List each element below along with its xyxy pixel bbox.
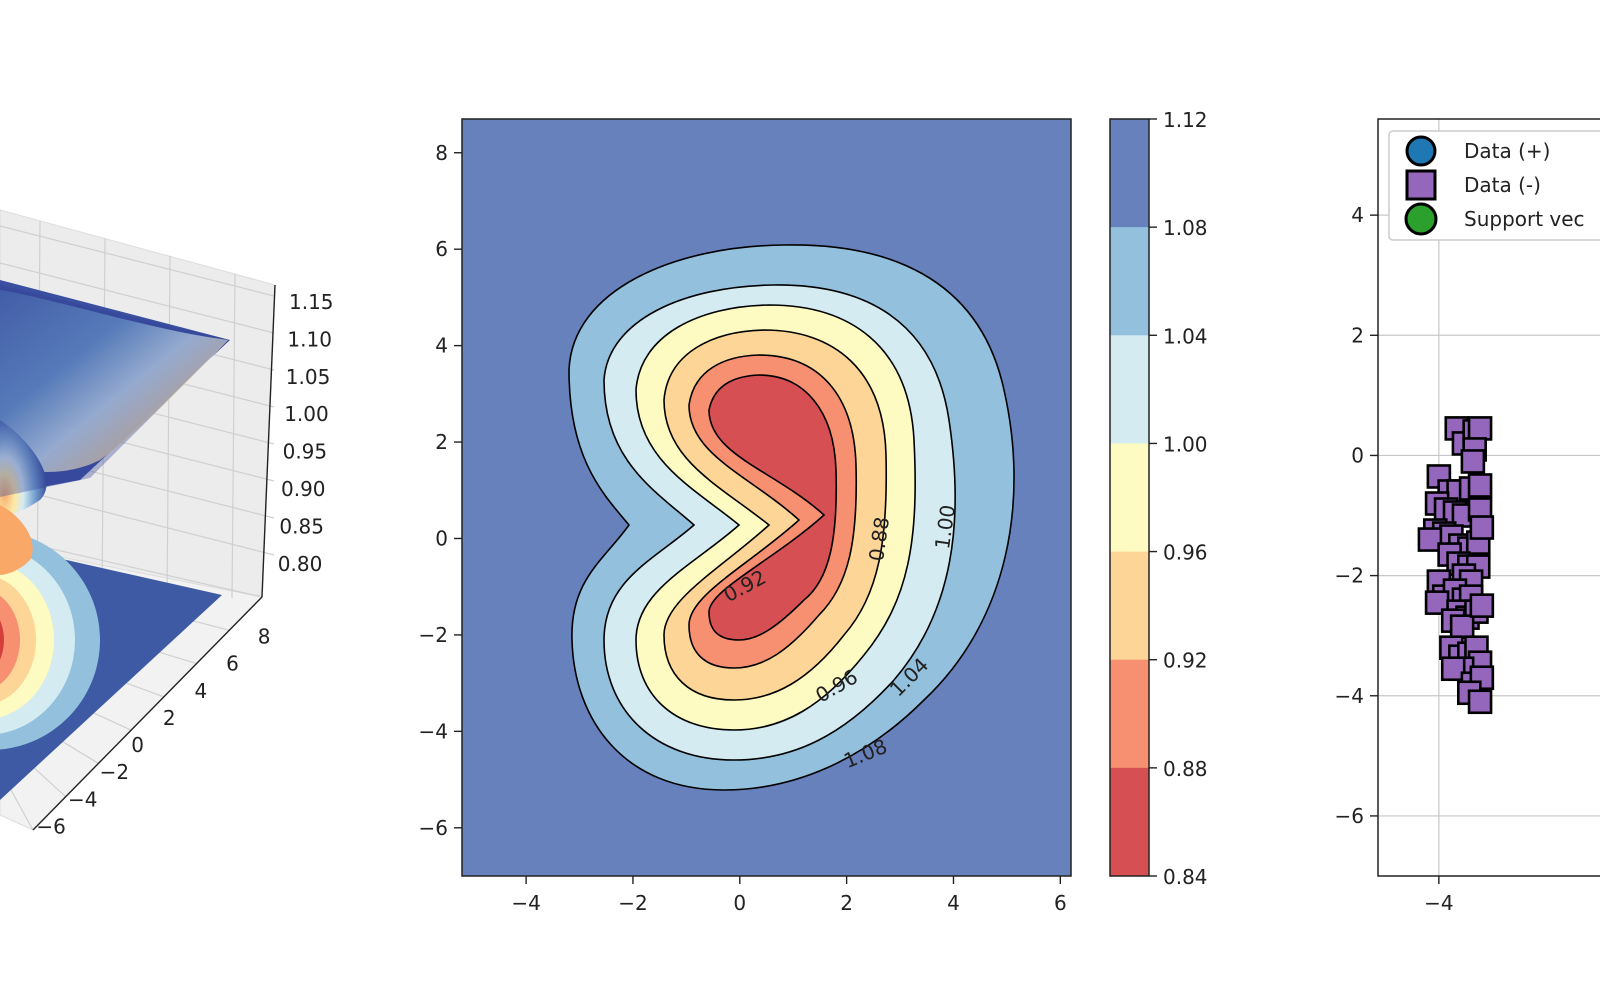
colorbar-tick-label: 1.12 xyxy=(1163,108,1208,132)
x-tick-label: 0 xyxy=(733,891,746,915)
x-tick-label: −4 xyxy=(1424,891,1453,915)
y-tick-label: 2 xyxy=(163,706,176,730)
x-tick-label: 4 xyxy=(947,891,960,915)
y-tick-label: −4 xyxy=(1335,684,1364,708)
z-axis-ticks: 1.15 1.10 1.05 1.00 0.95 0.90 0.85 0.80 xyxy=(278,290,334,576)
z-tick-label: 0.80 xyxy=(278,552,323,576)
colorbar-tick-label: 0.84 xyxy=(1163,865,1208,889)
z-tick-label: 0.85 xyxy=(279,514,324,538)
legend-label-data-negative: Data (-) xyxy=(1464,173,1541,197)
colorbar-band xyxy=(1110,227,1149,336)
colorbar-tick-label: 1.00 xyxy=(1163,432,1208,456)
legend-marker-support-vectors xyxy=(1404,202,1438,236)
colorbar-band xyxy=(1110,119,1149,228)
y-tick-label: 4 xyxy=(1351,203,1364,227)
x-axis-ticks: −4 −2 0 2 4 6 xyxy=(511,876,1067,915)
colorbar-band xyxy=(1110,659,1149,769)
colorbar-band xyxy=(1110,767,1149,877)
contour-fill: 0.88 0.92 0.96 1.00 1.04 1.08 xyxy=(462,119,1071,876)
z-tick-label: 1.15 xyxy=(289,290,334,314)
colorbar-tick-label: 1.08 xyxy=(1163,216,1208,240)
contour-plot: 0.88 0.92 0.96 1.00 1.04 1.08 −4 −2 0 2 4 6 8… xyxy=(419,108,1208,915)
y-tick-label: −4 xyxy=(419,719,448,743)
contour-frame xyxy=(461,118,1072,877)
scatter-frame xyxy=(1377,118,1600,877)
grid-line xyxy=(0,262,275,334)
colorbar-tick-label: 0.92 xyxy=(1163,649,1208,673)
y-tick-label: 6 xyxy=(226,652,239,676)
colorbar-ticks: 1.12 1.08 1.04 1.00 0.96 0.92 0.88 0.84 xyxy=(1149,108,1208,889)
floor-contour xyxy=(0,530,222,800)
data-point xyxy=(1469,593,1495,618)
legend-label-support-vectors: Support vec xyxy=(1464,207,1585,231)
contour-level-0.84-0.88 xyxy=(708,374,838,641)
y-tick-label: −2 xyxy=(1335,564,1364,588)
y-tick-label: −6 xyxy=(1335,804,1364,828)
y-tick-label: −2 xyxy=(419,623,448,647)
z-axis-line xyxy=(261,284,276,598)
colorbar-frame xyxy=(1109,118,1150,877)
x-tick-label: −2 xyxy=(618,891,647,915)
z-tick-label: 0.95 xyxy=(283,440,328,464)
z-tick-label: 0.90 xyxy=(281,477,326,501)
y-tick-label: −2 xyxy=(100,760,129,784)
data-point xyxy=(1467,416,1493,441)
z-tick-label: 1.00 xyxy=(284,402,329,426)
x-tick-label: −4 xyxy=(511,891,540,915)
data-point xyxy=(1449,614,1475,639)
data-point xyxy=(1460,449,1486,474)
grid-line xyxy=(0,225,275,297)
grid-line xyxy=(0,484,275,556)
colorbar-tick-label: 1.04 xyxy=(1163,324,1208,348)
y-axis-ticks: 4 2 0 −2 −4 −6 xyxy=(1335,203,1378,828)
y-tick-label: 0 xyxy=(131,733,144,757)
y-tick-label: 8 xyxy=(258,625,271,649)
y-tick-label: −6 xyxy=(36,814,65,838)
legend-marker-data-negative xyxy=(1405,169,1437,201)
legend-label-data-positive: Data (+) xyxy=(1464,139,1550,163)
data-point xyxy=(1467,473,1493,498)
scatter-plot: −4 4 2 0 −2 −4 −6 Data (+) Data (-) Support v… xyxy=(1335,118,1600,915)
y-tick-label: −4 xyxy=(68,787,97,811)
grid-line xyxy=(166,255,171,599)
surface-mesh xyxy=(0,280,230,575)
colorbar-band xyxy=(1110,443,1149,553)
surface-3d-plot: 1.15 1.10 1.05 1.00 0.95 0.90 0.85 0.80 86420−2… xyxy=(0,209,334,839)
z-tick-label: 1.10 xyxy=(287,327,332,351)
y-tick-label: 0 xyxy=(435,526,448,550)
z-tick-label: 1.05 xyxy=(286,365,331,389)
y-axis-ticks: 8 6 4 2 0 −2 −4 −6 xyxy=(419,141,462,840)
y-tick-label: 4 xyxy=(435,334,448,358)
y-tick-label: −6 xyxy=(419,816,448,840)
colorbar-tick-label: 0.88 xyxy=(1163,757,1208,781)
y-tick-label: 2 xyxy=(1351,323,1364,347)
y-tick-label: 0 xyxy=(1351,443,1364,467)
y-tick-label: 4 xyxy=(194,679,207,703)
legend: Data (+) Data (-) Support vec xyxy=(1388,130,1600,241)
data-point xyxy=(1467,689,1493,715)
colorbar-band xyxy=(1110,551,1149,661)
y-tick-label: 8 xyxy=(435,141,448,165)
x-axis-ticks: −4 xyxy=(1424,876,1454,915)
colorbar xyxy=(1110,119,1149,877)
data-point xyxy=(1417,527,1443,552)
legend-box xyxy=(1388,130,1600,241)
data-point xyxy=(1440,656,1466,682)
x-tick-label: 6 xyxy=(1054,891,1067,915)
y-tick-label: 2 xyxy=(435,430,448,454)
colorbar-band xyxy=(1110,335,1149,444)
y-axis-line xyxy=(32,596,263,831)
legend-marker-data-positive xyxy=(1405,135,1437,167)
scatter-points xyxy=(1417,416,1495,715)
x-tick-label: 2 xyxy=(840,891,853,915)
colorbar-tick-label: 0.96 xyxy=(1163,541,1208,565)
y-tick-label: 6 xyxy=(435,237,448,261)
data-point xyxy=(1469,515,1495,540)
